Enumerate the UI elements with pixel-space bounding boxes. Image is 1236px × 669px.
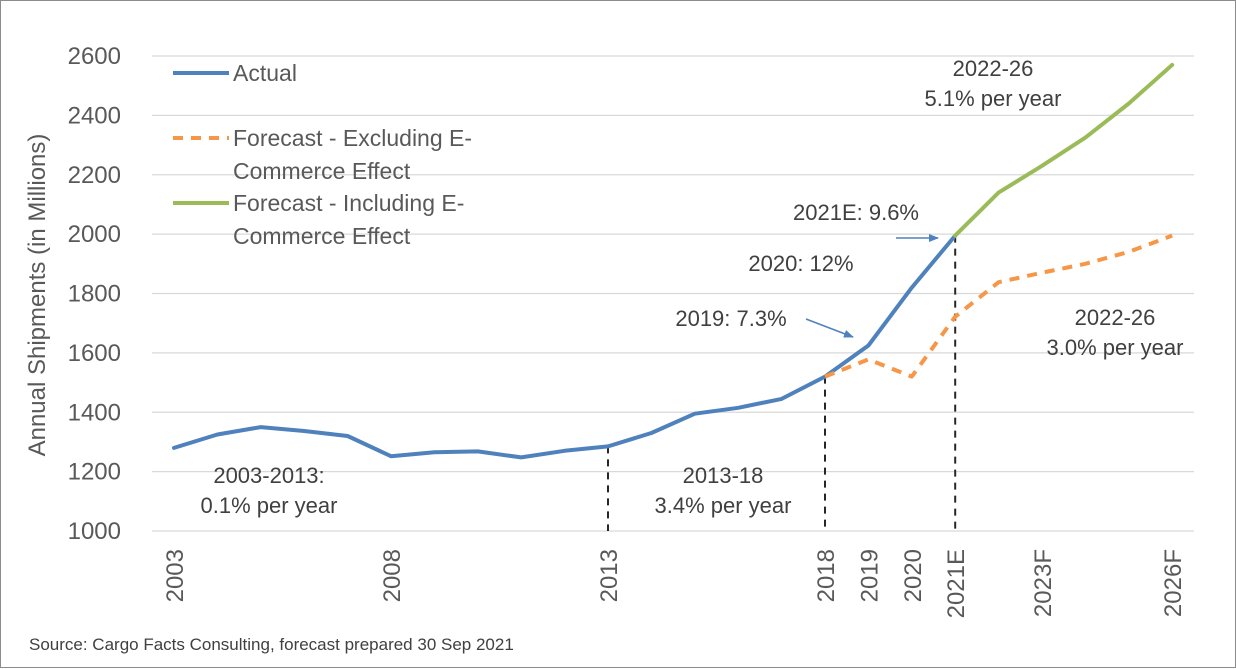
annotation: 2013-18 3.4% per year — [655, 463, 792, 518]
y-tick-label: 2000 — [68, 221, 121, 248]
x-tick-label: 2023F — [1030, 549, 1057, 617]
x-tick-label: 2019 — [856, 549, 883, 602]
period-dividers — [607, 235, 957, 531]
legend: Actual Forecast - Excluding E-Commerce Ef… — [173, 60, 472, 249]
annotation: 2022-26 5.1% per year — [925, 56, 1062, 111]
y-tick-label: 1000 — [68, 518, 121, 545]
x-tick-label: 2008 — [379, 549, 406, 602]
y-axis: 1000 1200 1400 1600 1800 2000 2200 2400 2600 — [68, 43, 121, 545]
x-tick-label: 2020 — [900, 549, 927, 602]
y-tick-label: 2200 — [68, 162, 121, 189]
gridlines — [152, 55, 1194, 532]
legend-label: Actual — [233, 60, 297, 86]
series-lines — [172, 62, 1175, 460]
y-tick-label: 2600 — [68, 43, 121, 70]
y-tick-label: 1800 — [68, 281, 121, 308]
x-tick-label: 2003 — [162, 549, 189, 602]
x-axis: 2003 2008 2013 2018 2019 2020 2021E 2023F 2026F — [162, 549, 1187, 618]
annotations: 2003-2013: 0.1% per year 2013-18 3.4% per y… — [201, 56, 1184, 518]
y-axis-label: Annual Shipments (in Millions) — [24, 134, 51, 457]
series-line-forecast-including — [953, 62, 1175, 238]
y-tick-label: 1200 — [68, 459, 121, 486]
y-tick-label: 2400 — [68, 102, 121, 129]
x-tick-label: 2013 — [596, 549, 623, 602]
annotation: 2022-26 3.0% per year — [1047, 305, 1184, 360]
annotation: 2019: 7.3% — [675, 306, 786, 331]
x-tick-label: 2018 — [813, 549, 840, 602]
x-tick-label: 2021E — [943, 549, 970, 618]
annotation: 2003-2013: 0.1% per year — [201, 463, 338, 518]
source-note: Source: Cargo Facts Consulting, forecast… — [29, 635, 514, 654]
y-tick-label: 1400 — [68, 399, 121, 426]
annotation: 2020: 12% — [748, 251, 853, 276]
legend-label: Forecast - Including E-Commerce Effect — [233, 190, 464, 249]
legend-label: Forecast - Excluding E-Commerce Effect — [233, 125, 472, 184]
series-line-forecast-excluding — [824, 233, 1173, 379]
annotation-arrow — [805, 318, 854, 338]
y-tick-label: 1600 — [68, 340, 121, 367]
x-tick-label: 2026F — [1160, 549, 1187, 617]
annotation: 2021E: 9.6% — [793, 200, 919, 225]
